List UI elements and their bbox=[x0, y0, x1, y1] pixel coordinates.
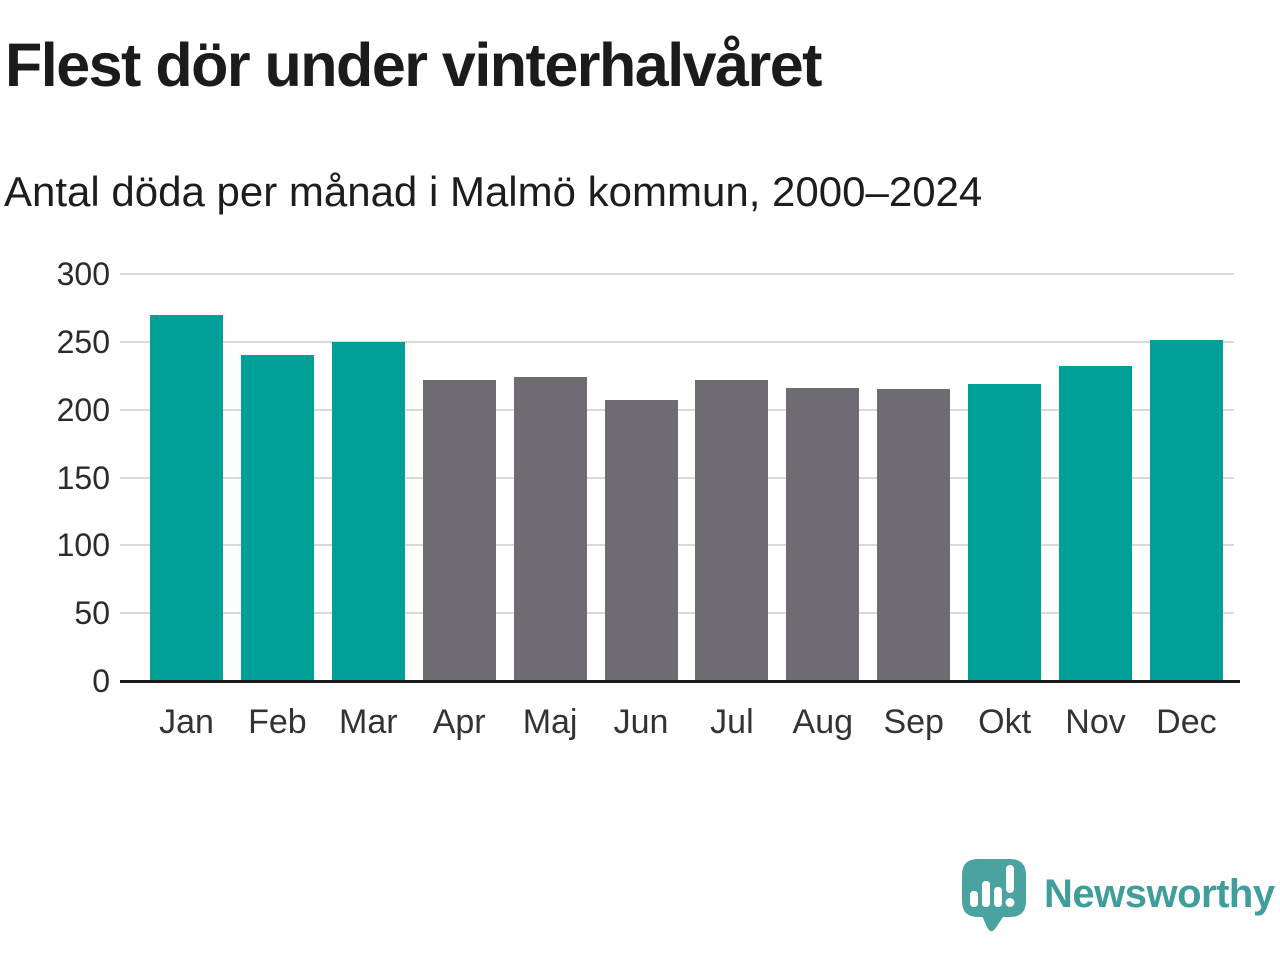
x-axis-line bbox=[120, 680, 1240, 683]
bar-okt bbox=[968, 383, 1042, 681]
x-axis-tick-mar: Mar bbox=[339, 703, 398, 741]
x-axis-tick-aug: Aug bbox=[792, 703, 854, 741]
x-axis-tick-sep: Sep bbox=[883, 703, 944, 741]
x-axis-tick-dec: Dec bbox=[1156, 703, 1217, 741]
x-axis-tick-jan: Jan bbox=[159, 703, 214, 741]
branding-footer: Newsworthy bbox=[956, 855, 1275, 933]
x-axis-tick-maj: Maj bbox=[522, 703, 578, 741]
bar-sep bbox=[877, 389, 951, 681]
gridline-300 bbox=[120, 273, 1234, 275]
chart-title: Flest dör under vinterhalvåret bbox=[5, 31, 823, 99]
y-axis-tick-150: 150 bbox=[56, 459, 110, 496]
bar-jun bbox=[604, 400, 678, 681]
x-axis-tick-jun: Jun bbox=[613, 703, 669, 741]
x-axis-tick-nov: Nov bbox=[1065, 703, 1126, 741]
bar-aug bbox=[786, 387, 860, 681]
bar-nov bbox=[1059, 366, 1132, 681]
gridline-250 bbox=[120, 340, 1234, 343]
bar-jul bbox=[695, 379, 769, 681]
bar-mar bbox=[331, 341, 405, 681]
x-axis-tick-feb: Feb bbox=[248, 703, 307, 741]
y-axis-tick-200: 200 bbox=[56, 391, 110, 428]
x-axis-tick-apr: Apr bbox=[432, 703, 486, 741]
y-axis-tick-100: 100 bbox=[56, 527, 110, 564]
x-axis-tick-okt: Okt bbox=[978, 703, 1032, 741]
y-axis-tick-250: 250 bbox=[56, 323, 110, 360]
bar-maj bbox=[513, 377, 587, 681]
bar-apr bbox=[422, 379, 496, 681]
y-axis-tick-0: 0 bbox=[92, 663, 110, 699]
x-axis-tick-jul: Jul bbox=[710, 703, 754, 741]
bar-feb bbox=[240, 355, 314, 681]
newsworthy-logo-icon bbox=[962, 859, 1026, 932]
y-axis-tick-50: 50 bbox=[74, 595, 110, 632]
bar-dec bbox=[1149, 340, 1223, 681]
y-axis-tick-300: 300 bbox=[56, 256, 110, 292]
logo-wordmark: Newsworthy bbox=[1044, 871, 1275, 916]
chart-subtitle: Antal döda per månad i Malmö kommun, 200… bbox=[4, 168, 983, 215]
bar-jan bbox=[150, 314, 223, 681]
